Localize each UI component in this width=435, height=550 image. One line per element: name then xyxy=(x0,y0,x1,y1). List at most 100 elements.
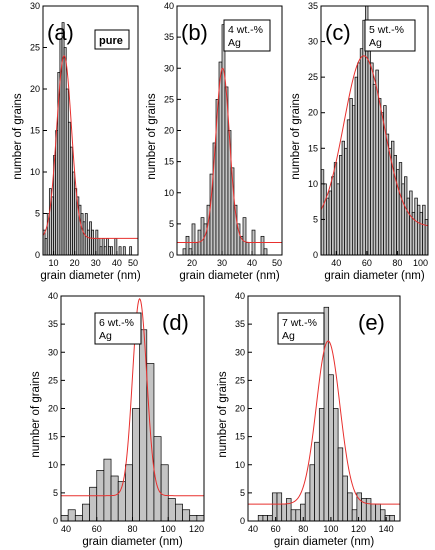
y-tick-label: 40 xyxy=(48,291,58,301)
legend-frame xyxy=(94,312,142,345)
panel-b: 20 30 40 50 0 5 10 15 20 25 30 35 40 grain diameter (… xyxy=(146,1,283,282)
x-tick-label: 40 xyxy=(247,258,257,268)
y-tick-label: 10 xyxy=(48,460,58,470)
histogram-bar xyxy=(110,246,114,256)
y-tick-label: 35 xyxy=(164,32,174,42)
histogram-bar xyxy=(341,140,345,256)
y-tick-label: 5 xyxy=(53,488,58,498)
panel-e: 40 60 80 100 120 140 0 5 10 15 20 25 30 35 40 grain dia… xyxy=(217,291,401,548)
histogram-bar xyxy=(320,169,325,256)
panel-letter: (c) xyxy=(325,20,351,45)
x-axis-label: grain diameter (nm) xyxy=(324,270,425,282)
panel-letter: (a) xyxy=(47,20,74,45)
histogram-bar xyxy=(372,83,377,256)
histogram-bar xyxy=(242,217,247,256)
histogram-bar xyxy=(401,183,405,256)
histogram-bar xyxy=(333,162,338,256)
histogram-bar xyxy=(342,475,348,522)
y-axis-label: number of grains xyxy=(30,371,42,458)
histogram-bar xyxy=(262,515,268,522)
histogram-bar xyxy=(124,464,133,522)
panel-a: 10 20 30 40 50 0 5 10 15 20 25 30 grain diameter (nm… xyxy=(12,1,141,282)
histogram-bar xyxy=(337,447,344,522)
legend-text: 7 wt.-% xyxy=(282,317,317,329)
x-tick-label: 40 xyxy=(331,258,341,268)
legend-text: Ag xyxy=(228,37,241,49)
histogram-bar xyxy=(422,204,426,256)
y-tick-label: 15 xyxy=(30,126,40,136)
x-tick-label: 60 xyxy=(362,258,372,268)
y-tick-label: 10 xyxy=(235,460,245,470)
legend-text: Ag xyxy=(369,37,382,49)
histogram-bar xyxy=(89,486,98,522)
histogram-bar xyxy=(344,147,348,256)
legend-box: 5 wt.-%Ag xyxy=(364,19,416,52)
histogram-bar xyxy=(333,408,339,522)
x-tick-label: 40 xyxy=(248,524,258,534)
panel-c: 40 60 80 100 0 5 10 15 20 25 30 35 grain diameter (n… xyxy=(290,1,429,282)
y-tick-label: 10 xyxy=(308,179,318,189)
histogram-bar xyxy=(359,48,364,256)
bars xyxy=(182,24,268,256)
plot-frame xyxy=(320,5,429,256)
y-tick-label: 10 xyxy=(30,167,40,177)
histogram-bar xyxy=(318,408,325,522)
y-tick-label: 15 xyxy=(48,432,58,442)
y-tick-label: 0 xyxy=(35,250,40,260)
x-tick-label: 80 xyxy=(298,524,308,534)
histogram-bar xyxy=(414,197,418,256)
x-tick-label: 100 xyxy=(161,524,176,534)
x-axis-label: grain diameter (nm) xyxy=(40,270,141,282)
legend-frame xyxy=(277,312,325,345)
histogram-bar xyxy=(406,197,410,256)
histogram-bar xyxy=(357,62,361,256)
histogram-bar xyxy=(388,147,392,256)
histogram-bar xyxy=(167,498,176,522)
histogram-bar xyxy=(196,515,205,522)
legend-frame xyxy=(364,19,416,52)
legend-box: pure xyxy=(94,29,130,50)
histogram-bar xyxy=(323,306,330,522)
histogram-bar xyxy=(267,515,273,522)
x-tick-label: 20 xyxy=(187,258,197,268)
panel-letter: (d) xyxy=(162,310,189,335)
x-axis-label: grain diameter (nm) xyxy=(274,536,375,548)
y-tick-label: 30 xyxy=(48,347,58,357)
y-tick-label: 5 xyxy=(169,219,174,229)
y-tick-label: 0 xyxy=(53,516,58,526)
bars xyxy=(60,329,205,522)
histogram-bar xyxy=(328,190,332,256)
x-tick-label: 100 xyxy=(323,524,338,534)
x-tick-label: 80 xyxy=(392,258,402,268)
histogram-bar xyxy=(132,408,141,522)
y-tick-label: 25 xyxy=(235,375,245,385)
histogram-bar xyxy=(339,155,343,256)
histogram-bar xyxy=(380,509,386,522)
y-tick-label: 35 xyxy=(308,1,318,11)
histogram-bar xyxy=(375,503,381,522)
legend-frame xyxy=(223,19,271,52)
y-tick-label: 5 xyxy=(313,214,318,224)
histogram-bar xyxy=(74,515,83,522)
panel-letter: (e) xyxy=(358,310,385,335)
x-tick-label: 20 xyxy=(70,258,80,268)
histogram-bar xyxy=(160,464,169,522)
histogram-bar xyxy=(185,235,190,256)
y-tick-label: 30 xyxy=(308,37,318,47)
y-tick-label: 30 xyxy=(30,1,40,11)
histogram-bar xyxy=(276,492,283,522)
histogram-bar xyxy=(378,98,382,256)
histogram-bar xyxy=(182,248,187,256)
y-tick-label: 25 xyxy=(308,72,318,82)
histogram-bar xyxy=(103,458,112,522)
legend-box: 6 wt.-%Ag xyxy=(94,312,142,345)
y-tick-label: 15 xyxy=(235,432,245,442)
histogram-bar xyxy=(404,176,408,256)
histogram-bar xyxy=(200,217,205,256)
gaussian-fit-line xyxy=(42,55,138,239)
legend-text: Ag xyxy=(282,330,295,342)
histogram-bar xyxy=(175,503,183,522)
legend-box: 4 wt.-%Ag xyxy=(223,19,271,52)
y-axis-label: number of grains xyxy=(290,93,302,180)
